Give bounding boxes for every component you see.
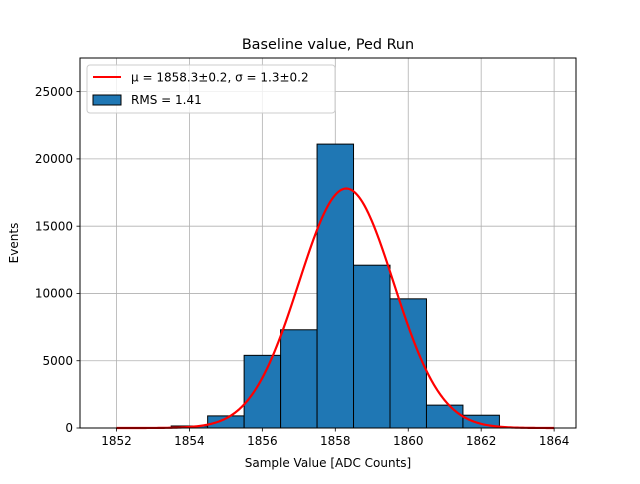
legend-histogram-label: RMS = 1.41 bbox=[131, 93, 202, 107]
y-tick-label: 10000 bbox=[35, 287, 73, 301]
x-tick-label: 1860 bbox=[393, 434, 424, 448]
x-tick-label: 1862 bbox=[466, 434, 497, 448]
y-tick-label: 0 bbox=[65, 421, 73, 435]
y-tick-label: 20000 bbox=[35, 152, 73, 166]
x-tick-label: 1856 bbox=[247, 434, 278, 448]
gaussian-fit bbox=[116, 187, 555, 430]
legend-histogram-swatch bbox=[92, 94, 122, 106]
y-axis-ticks: 0 5000 10000 15000 20000 25000 bbox=[35, 85, 80, 435]
chart-title: Baseline value, Ped Run bbox=[242, 37, 414, 53]
histogram-bar bbox=[425, 404, 464, 429]
legend-fit-label: μ = 1858.3±0.2, σ = 1.3±0.2 bbox=[131, 71, 309, 85]
y-tick-label: 25000 bbox=[35, 85, 73, 99]
histogram-bar bbox=[389, 298, 427, 429]
legend: μ = 1858.3±0.2, σ = 1.3±0.2 RMS = 1.41 bbox=[86, 64, 336, 114]
fit-curve bbox=[116, 187, 555, 430]
x-axis-label: Sample Value [ADC Counts] bbox=[245, 456, 411, 470]
histogram-bar bbox=[353, 264, 391, 429]
x-axis-ticks: 1852 1854 1856 1858 1860 1862 1864 bbox=[101, 428, 569, 448]
histogram-bar bbox=[316, 143, 355, 429]
y-tick-label: 5000 bbox=[42, 354, 73, 368]
histogram-bar bbox=[243, 354, 282, 429]
histogram-bar bbox=[280, 329, 318, 429]
y-axis-label: Events bbox=[7, 223, 21, 264]
x-tick-label: 1854 bbox=[174, 434, 205, 448]
x-tick-label: 1858 bbox=[320, 434, 351, 448]
x-tick-label: 1852 bbox=[101, 434, 132, 448]
y-tick-label: 15000 bbox=[35, 219, 73, 233]
x-tick-label: 1864 bbox=[539, 434, 570, 448]
legend-box bbox=[86, 64, 336, 114]
plot-frame bbox=[79, 57, 577, 429]
